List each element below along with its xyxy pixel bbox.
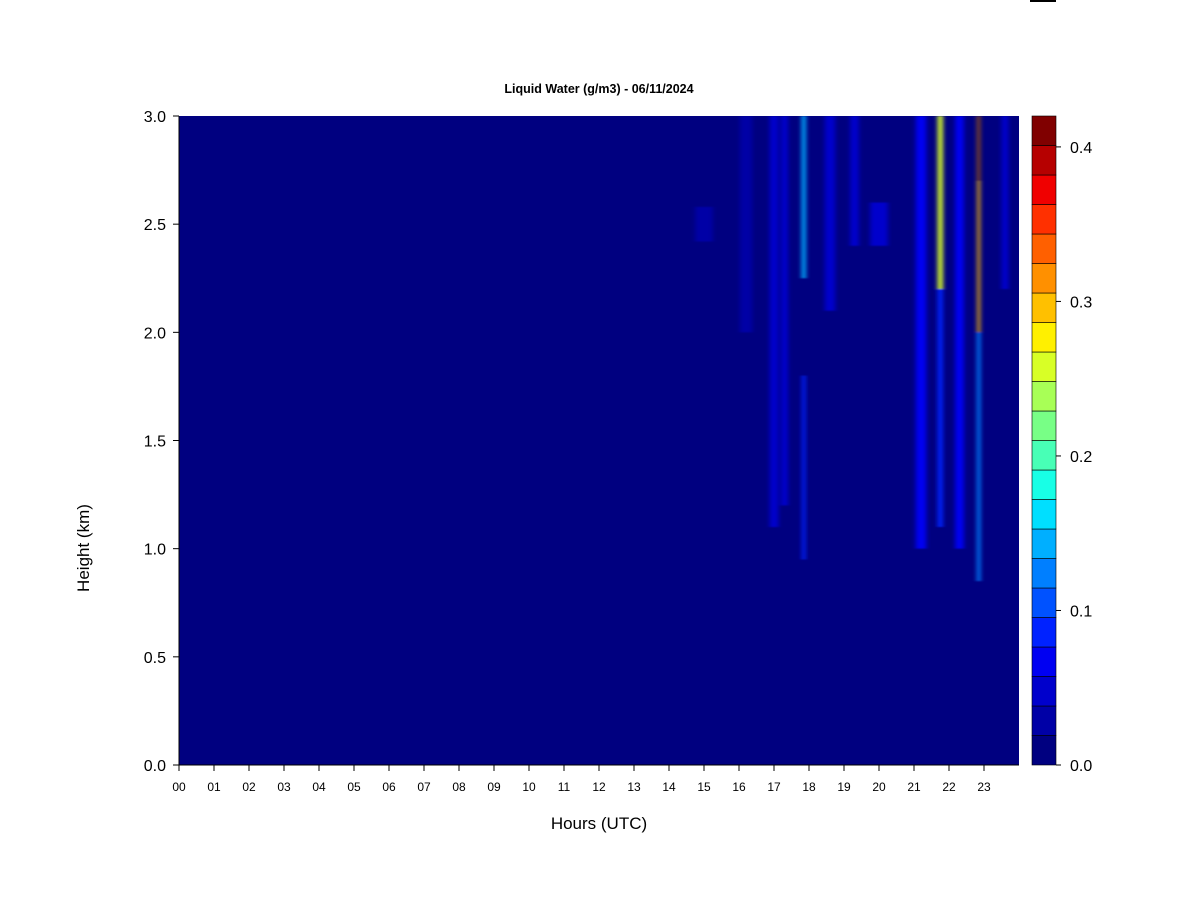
x-tick-label: 09: [487, 780, 501, 794]
heatmap-cell: [977, 116, 981, 333]
chart-title: Liquid Water (g/m3) - 06/11/2024: [504, 82, 693, 96]
heatmap-cell: [824, 116, 836, 311]
corner-mark: [1030, 0, 1056, 2]
y-tick-label: 1.5: [144, 434, 166, 451]
x-tick-label: 00: [172, 780, 186, 794]
x-tick-label: 07: [417, 780, 431, 794]
x-tick-label: 15: [697, 780, 711, 794]
colorbar-segment: [1031, 705, 1057, 736]
colorbar-segment: [1031, 646, 1057, 677]
y-tick-label: 0.5: [144, 650, 166, 667]
x-tick-label: 21: [907, 780, 921, 794]
y-axis: 0.0 0.5 1.0 1.5 2.0 2.5 3.0: [144, 109, 180, 775]
colorbar-segment: [1031, 735, 1057, 766]
colorbar-segment: [1031, 204, 1057, 235]
colorbar: 0.0 0.1 0.2 0.3 0.4: [1031, 115, 1092, 775]
colorbar-segment: [1031, 233, 1057, 264]
colorbar-segment: [1031, 587, 1057, 618]
x-tick-label: 02: [242, 780, 256, 794]
heatmap-cell: [977, 332, 981, 582]
x-tick-label: 11: [558, 780, 571, 794]
colorbar-segment: [1031, 145, 1057, 176]
y-tick-label: 0.0: [144, 758, 166, 775]
x-tick-label: 10: [522, 780, 536, 794]
x-tick-label: 06: [382, 780, 396, 794]
heatmap-cell: [739, 116, 753, 333]
features-layer: [695, 116, 1009, 582]
heatmap-cell: [802, 375, 806, 560]
heatmap-cell: [781, 116, 788, 506]
heatmap-cell: [937, 116, 943, 290]
heatmap-cell: [937, 289, 943, 528]
colorbar-segment: [1031, 263, 1057, 294]
heatmap-cell: [801, 116, 806, 279]
x-tick-label: 12: [592, 780, 606, 794]
x-tick-label: 14: [662, 780, 676, 794]
x-tick-label: 23: [977, 780, 991, 794]
x-tick-label: 20: [872, 780, 886, 794]
colorbar-segment: [1031, 499, 1057, 530]
colorbar-segment: [1031, 676, 1057, 707]
heatmap-cell: [769, 116, 779, 528]
x-tick-label: 17: [767, 780, 781, 794]
colorbar-segment: [1031, 322, 1057, 353]
x-tick-label: 22: [942, 780, 956, 794]
colorbar-segment: [1031, 115, 1057, 146]
x-tick-label: 08: [452, 780, 466, 794]
colorbar-segment: [1031, 440, 1057, 471]
colorbar-segment: [1031, 381, 1057, 412]
x-tick-label: 18: [802, 780, 816, 794]
colorbar-segment: [1031, 410, 1057, 441]
colorbar-segment: [1031, 351, 1057, 382]
x-tick-label: 03: [277, 780, 291, 794]
y-axis-label: Height (km): [74, 504, 93, 592]
colorbar-segment: [1031, 528, 1057, 559]
colorbar-tick-label: 0.0: [1070, 758, 1092, 775]
heatmap-cell: [850, 116, 859, 246]
x-axis-label: Hours (UTC): [551, 814, 647, 833]
y-tick-label: 1.0: [144, 542, 166, 559]
y-tick-label: 3.0: [144, 109, 166, 126]
colorbar-segment: [1031, 292, 1057, 323]
heatmap-cell: [977, 116, 980, 181]
x-tick-label: 19: [837, 780, 851, 794]
colorbar-segment: [1031, 174, 1057, 205]
plot-area: [179, 116, 1019, 765]
heatmap-cell: [870, 202, 888, 246]
y-tick-label: 2.0: [144, 325, 166, 342]
y-tick-label: 2.5: [144, 217, 166, 234]
colorbar-segment: [1031, 617, 1057, 648]
colorbar-tick-label: 0.1: [1070, 603, 1092, 620]
heatmap-cell: [1001, 116, 1009, 290]
x-tick-label: 05: [347, 780, 361, 794]
colorbar-tick-label: 0.3: [1070, 294, 1092, 311]
heatmap-cell: [915, 116, 927, 549]
colorbar-segment: [1031, 558, 1057, 589]
colorbar-tick-label: 0.2: [1070, 449, 1092, 466]
x-tick-label: 16: [732, 780, 746, 794]
colorbar-tick-label: 0.4: [1070, 140, 1092, 157]
x-axis: 00 01 02 03 04 05 06 07 08 09 10 11 12 13 14 15 16 17 18 19…: [172, 764, 1019, 794]
x-tick-label: 01: [207, 780, 221, 794]
x-tick-label: 04: [312, 780, 326, 794]
heatmap-cell: [955, 116, 964, 549]
colorbar-segment: [1031, 469, 1057, 500]
heatmap-cell: [695, 206, 713, 242]
plot-background: [179, 116, 1019, 765]
x-tick-label: 13: [627, 780, 641, 794]
